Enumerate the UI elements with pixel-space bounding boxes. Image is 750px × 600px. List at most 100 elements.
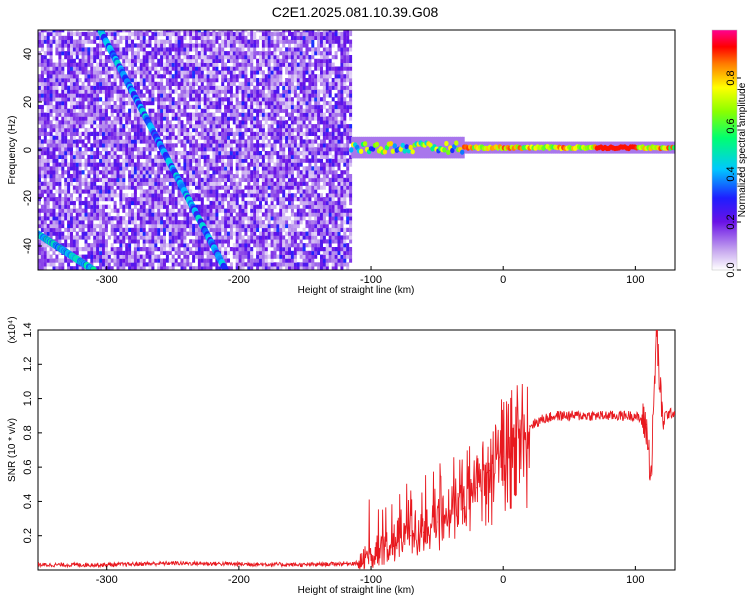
- heatmap-cell: [212, 223, 216, 229]
- heatmap-cell: [264, 247, 268, 252]
- heatmap-cell: [142, 35, 146, 40]
- heatmap-cell: [285, 239, 289, 244]
- heatmap-cell: [273, 204, 277, 209]
- heatmap-cell: [165, 62, 169, 67]
- heatmap-cell: [224, 166, 228, 171]
- heatmap-cell: [259, 189, 262, 194]
- heatmap-cell: [238, 243, 242, 248]
- heatmap-cell: [40, 93, 44, 98]
- heatmap-cell: [232, 135, 236, 140]
- heatmap-cell: [81, 43, 85, 48]
- heatmap-cell: [168, 120, 172, 125]
- heatmap-cell: [102, 81, 105, 86]
- heatmap-cell: [70, 135, 73, 140]
- heatmap-cell: [250, 108, 254, 113]
- heatmap-cell: [78, 197, 82, 202]
- heatmap-cell: [241, 262, 245, 267]
- heatmap-cell: [136, 197, 140, 202]
- heatmap-cell: [250, 101, 254, 106]
- heatmap-cell: [157, 197, 161, 202]
- heatmap-cell: [305, 170, 309, 175]
- heatmap-cell: [174, 262, 178, 267]
- heatmap-cell: [84, 62, 88, 67]
- heatmap-cell: [136, 223, 140, 229]
- heatmap-cell: [296, 74, 300, 79]
- heatmap-cell: [67, 262, 71, 267]
- heatmap-cell: [139, 247, 143, 252]
- heatmap-cell: [43, 200, 47, 206]
- heatmap-cell: [270, 116, 274, 121]
- heatmap-cell: [235, 55, 239, 60]
- heatmap-cell: [49, 112, 53, 117]
- heatmap-cell: [113, 204, 117, 209]
- heatmap-cell: [212, 120, 216, 125]
- heatmap-cell: [232, 216, 236, 221]
- heatmap-cell: [256, 197, 260, 202]
- heatmap-cell: [200, 51, 204, 56]
- heatmap-cell: [93, 51, 97, 56]
- heatmap-cell: [43, 174, 47, 179]
- heatmap-cell: [160, 30, 164, 33]
- heatmap-cell: [227, 89, 230, 94]
- heatmap-cell: [125, 43, 129, 48]
- heatmap-cell: [279, 51, 283, 56]
- heatmap-cell: [55, 204, 59, 209]
- heatmap-cell: [154, 147, 158, 152]
- heatmap-cell: [288, 66, 291, 71]
- heatmap-cell: [64, 89, 68, 94]
- heatmap-cell: [49, 108, 53, 113]
- heatmap-cell: [72, 108, 76, 113]
- heatmap-cell: [157, 204, 161, 209]
- heatmap-cell: [285, 78, 289, 83]
- heatmap-cell: [165, 124, 169, 129]
- heatmap-cell: [110, 258, 114, 263]
- heatmap-cell: [38, 55, 41, 60]
- heatmap-cell: [160, 89, 164, 94]
- heatmap-cell: [81, 154, 85, 159]
- heatmap-cell: [128, 266, 132, 270]
- heatmap-cell: [253, 162, 257, 167]
- heatmap-cell: [75, 177, 79, 182]
- heatmap-cell: [227, 143, 230, 148]
- heatmap-cell: [119, 85, 123, 90]
- heatmap-cell: [264, 223, 268, 229]
- heatmap-cell: [279, 135, 283, 140]
- heatmap-cell: [49, 223, 53, 229]
- heatmap-cell: [87, 112, 91, 117]
- heatmap-cell: [125, 212, 129, 217]
- heatmap-cell: [145, 166, 149, 171]
- heatmap-cell: [235, 197, 239, 202]
- heatmap-cell: [273, 112, 277, 117]
- heatmap-cell: [296, 162, 300, 167]
- heatmap-cell: [104, 58, 108, 63]
- heatmap-cell: [160, 31, 164, 37]
- heatmap-cell: [235, 174, 239, 179]
- heatmap-cell: [296, 120, 300, 125]
- heatmap-cell: [285, 47, 289, 52]
- heatmap-cell: [253, 243, 257, 248]
- heatmap-cell: [299, 124, 303, 129]
- heatmap-cell: [259, 162, 262, 167]
- heatmap-cell: [253, 200, 257, 206]
- heatmap-cell: [293, 223, 297, 229]
- heatmap-cell: [81, 62, 85, 67]
- heatmap-cell: [282, 247, 286, 252]
- heatmap-cell: [43, 116, 47, 121]
- heatmap-cell: [87, 158, 91, 163]
- heatmap-cell: [81, 70, 85, 75]
- heatmap-cell: [107, 101, 111, 106]
- heatmap-cell: [67, 174, 71, 179]
- heatmap-cell: [61, 166, 65, 171]
- heatmap-cell: [122, 181, 126, 186]
- heatmap-cell: [70, 158, 73, 163]
- heatmap-cell: [125, 254, 129, 259]
- heatmap-cell: [293, 93, 297, 98]
- heatmap-cell: [102, 262, 105, 267]
- heatmap-cell: [276, 151, 280, 156]
- heatmap-cell: [282, 116, 286, 121]
- heatmap-cell: [256, 78, 260, 83]
- heatmap-cell: [174, 62, 178, 67]
- heatmap-cell: [285, 131, 289, 136]
- heatmap-cell: [299, 62, 303, 67]
- heatmap-cell: [122, 216, 126, 221]
